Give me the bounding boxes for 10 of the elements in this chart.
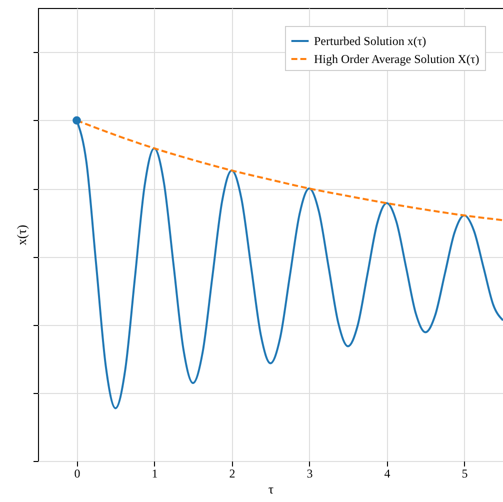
x-tick-label: 2 bbox=[229, 466, 236, 480]
legend-label: High Order Average Solution X(τ) bbox=[314, 52, 480, 66]
x-tick-label: 0 bbox=[74, 466, 80, 480]
x-tick-label: 3 bbox=[306, 466, 313, 480]
x-tick-label: 5 bbox=[462, 466, 468, 480]
y-axis-title: x(τ) bbox=[14, 224, 29, 246]
x-tick-label: 1 bbox=[152, 466, 158, 480]
x-axis-title: τ bbox=[268, 482, 274, 496]
x-tick-label: 4 bbox=[384, 466, 390, 480]
legend-label: Perturbed Solution x(τ) bbox=[314, 34, 426, 48]
